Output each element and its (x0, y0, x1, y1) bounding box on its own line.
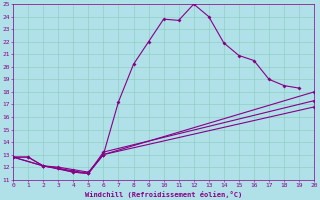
X-axis label: Windchill (Refroidissement éolien,°C): Windchill (Refroidissement éolien,°C) (85, 191, 242, 198)
